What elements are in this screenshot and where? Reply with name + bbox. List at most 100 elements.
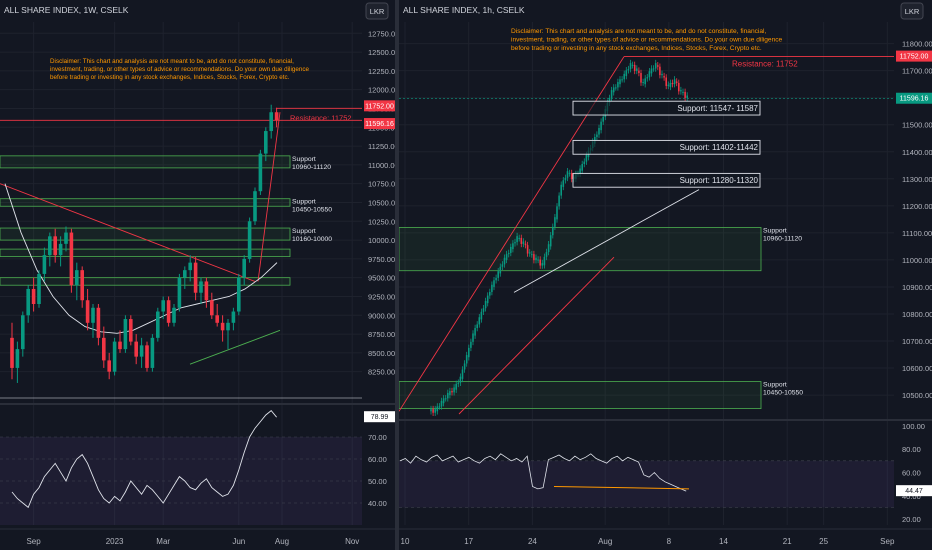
candle-body [524, 243, 527, 246]
currency-button-label[interactable]: LKR [905, 7, 920, 16]
support-box[interactable] [572, 100, 761, 116]
support-box[interactable] [572, 139, 761, 155]
candle-body [581, 164, 583, 171]
chart-background [399, 0, 932, 550]
candle-body [667, 84, 670, 86]
candle-body [204, 281, 209, 301]
chart-title: ALL SHARE INDEX, 1h, CSELK [403, 5, 525, 15]
x-tick-label: 25 [819, 537, 828, 546]
support-zone[interactable] [0, 155, 291, 169]
support-zone-label: Support [292, 228, 316, 235]
candle-body [231, 311, 236, 323]
candle-body [118, 341, 122, 350]
candle-body [484, 300, 487, 309]
rsi-tick-label: 80.00 [902, 445, 921, 454]
currency-button[interactable] [900, 2, 924, 20]
support-zone[interactable] [0, 248, 291, 258]
currency-button[interactable] [365, 2, 389, 20]
currency-button-label[interactable]: LKR [370, 7, 385, 16]
candle-body [451, 391, 453, 393]
candle-body [610, 90, 613, 98]
candle-body [583, 161, 586, 165]
candle-body [449, 391, 451, 396]
trendline-white[interactable] [513, 189, 700, 293]
resistance-label: Resistance: 11752 [732, 60, 798, 69]
candle-body [102, 337, 106, 361]
candle-body [247, 221, 252, 259]
x-tick-label: 17 [464, 537, 473, 546]
candle-body [633, 64, 636, 71]
rsi-line [11, 409, 277, 509]
candle-body [640, 73, 642, 83]
candle-body [193, 262, 198, 293]
trendline-red[interactable] [0, 183, 256, 282]
candle-body [650, 68, 653, 74]
candle-body [661, 73, 663, 76]
candle-body [491, 284, 493, 292]
rsi-last-label: 78.99 [371, 414, 389, 421]
rsi-tick-label: 70.00 [368, 433, 387, 442]
candle-body [522, 241, 525, 244]
x-tick-label: 21 [783, 537, 792, 546]
x-tick-label: 8 [667, 537, 672, 546]
candle-body [623, 73, 625, 80]
x-tick-label: 14 [719, 537, 728, 546]
support-zone[interactable] [0, 198, 291, 207]
support-zone[interactable] [0, 277, 291, 286]
candle-body [199, 281, 203, 293]
candle-body [566, 171, 569, 178]
candle-body [682, 91, 684, 93]
y-tick-label: 11700.00 [902, 67, 932, 76]
support-box[interactable] [572, 172, 761, 188]
hourly-chart[interactable]: 10500.00 10600.00 10700.00 10800.00 10900.00… [399, 0, 932, 550]
y-tick-label: 10500.00 [368, 198, 395, 207]
y-tick-label: 12750.00 [368, 29, 395, 38]
x-tick-label: Sep [880, 537, 895, 546]
candle-body [564, 177, 567, 181]
y-tick-label: 10800.00 [902, 310, 932, 319]
trendline-red[interactable] [458, 256, 615, 415]
candle-body [274, 112, 279, 121]
candle-body [558, 195, 560, 207]
trendline-green[interactable] [189, 329, 281, 365]
candle-body [269, 112, 273, 132]
y-tick-label: 10700.00 [902, 337, 932, 346]
candle-body [253, 191, 257, 222]
candle-body [684, 91, 686, 98]
candle-body [177, 277, 182, 308]
candle-body [493, 280, 495, 287]
pane-divider[interactable] [395, 0, 399, 550]
support-zone[interactable] [0, 227, 291, 241]
trendline-red[interactable] [399, 56, 625, 412]
candle-body [442, 398, 445, 404]
y-tick-label: 8500.00 [368, 349, 395, 358]
candle-body [226, 322, 230, 331]
candle-body [161, 300, 165, 312]
y-tick-label: 10900.00 [902, 283, 932, 292]
candle-body [612, 87, 615, 93]
y-tick-label: 11800.00 [902, 40, 932, 49]
candle-body [680, 90, 682, 92]
candle-body [15, 349, 20, 368]
rsi-divergence-line[interactable] [553, 486, 690, 490]
trendline-red[interactable] [257, 112, 281, 282]
support-zone[interactable] [399, 227, 762, 272]
candle-body [646, 77, 649, 79]
candle-body [652, 68, 655, 70]
support-zone[interactable] [399, 381, 762, 409]
candle-body [470, 341, 472, 348]
price-label-box [364, 100, 395, 112]
y-tick-label: 11200.00 [902, 202, 932, 211]
support-zone-range: 10960-11120 [763, 235, 802, 242]
support-zone-label: Support [763, 227, 787, 234]
candle-body [520, 237, 523, 244]
rsi-tick-label: 40.00 [368, 499, 387, 508]
candle-body [150, 337, 155, 368]
weekly-chart[interactable]: 8250.00 8500.00 8750.00 9000.00 9250.00 9500.… [0, 0, 395, 550]
candle-body [64, 232, 68, 244]
price-label-box [896, 92, 932, 104]
candle-body [495, 277, 497, 281]
candle-body [636, 68, 638, 71]
candle-body [434, 409, 436, 413]
y-tick-label: 9750.00 [368, 255, 395, 264]
